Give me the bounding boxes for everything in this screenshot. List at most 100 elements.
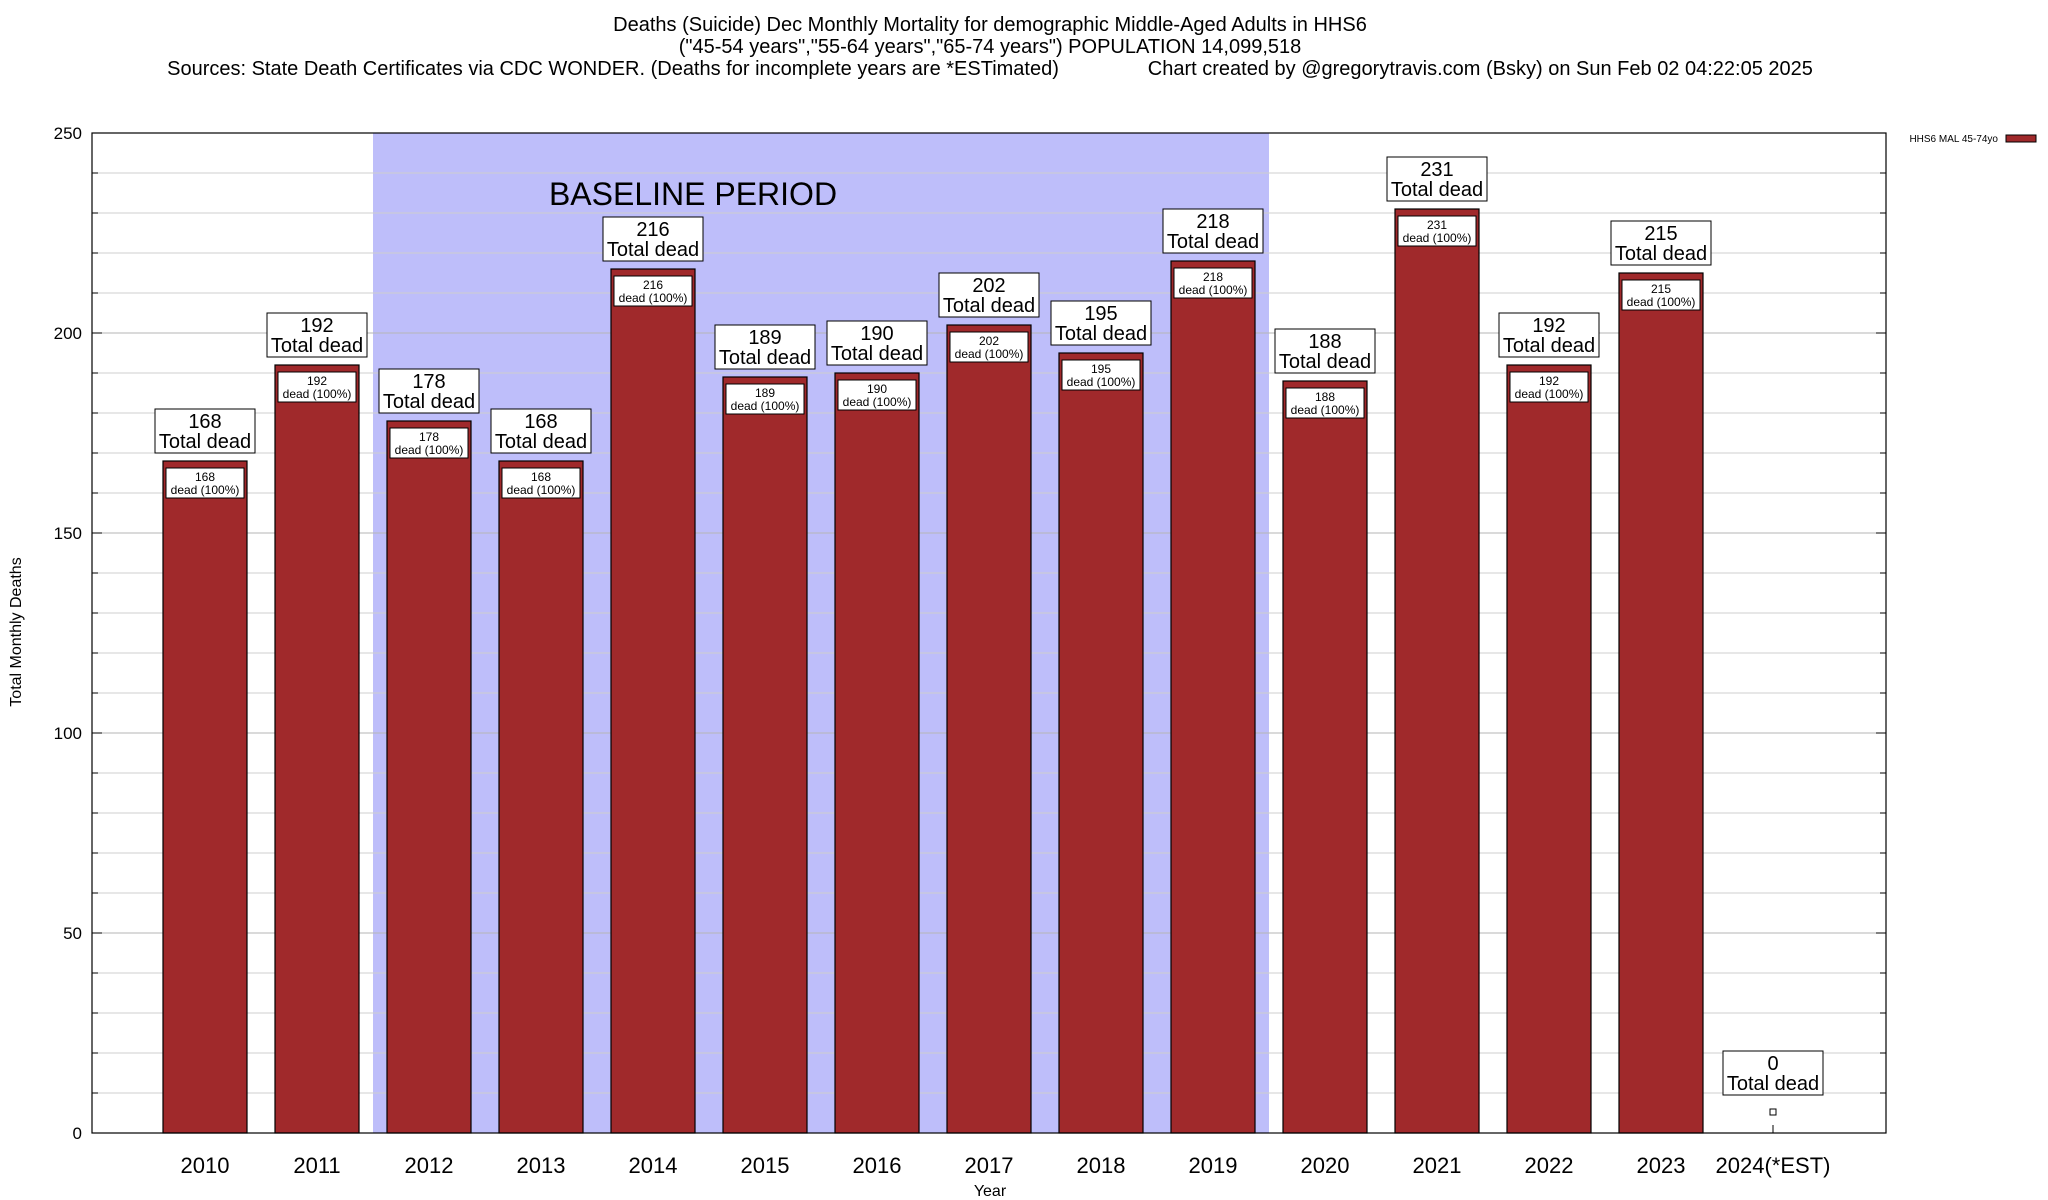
- bar: [1282, 380, 1368, 1134]
- bar: [386, 420, 472, 1134]
- bar-inner-percent-label: dead (100%): [619, 291, 688, 305]
- bar: [498, 460, 584, 1134]
- bar-total-label-box: [1722, 1050, 1824, 1096]
- bar-inner-label-box: [1509, 371, 1589, 403]
- bar-total-value-label: 231: [1420, 159, 1453, 181]
- bar-inner-value-label: 215: [1651, 282, 1671, 296]
- bar: [722, 376, 808, 1134]
- bar-inner-label-box: [165, 467, 245, 499]
- bar-zero-marker: [1769, 1108, 1777, 1116]
- bar: [1618, 272, 1704, 1134]
- bar-inner-value-label: 216: [643, 278, 663, 292]
- bar-inner-percent-label: dead (100%): [731, 399, 800, 413]
- bar-total-label-box: [1610, 220, 1712, 266]
- bar-total-caption: Total dead: [383, 391, 475, 413]
- bar-total-caption: Total dead: [1615, 243, 1707, 265]
- bar-inner-percent-label: dead (100%): [1515, 387, 1584, 401]
- bar-total-value-label: 188: [1308, 331, 1341, 353]
- bar-inner-value-label: 189: [755, 386, 775, 400]
- bar-inner-label-box: [725, 383, 805, 415]
- x-tick-label: 2019: [1189, 1153, 1238, 1178]
- x-tick-label: 2011: [293, 1153, 340, 1178]
- bar: [834, 372, 920, 1134]
- bar-total-value-label: 0: [1767, 1053, 1778, 1075]
- chart-title-block: Deaths (Suicide) Dec Monthly Mortality f…: [0, 14, 1980, 80]
- bar-inner-percent-label: dead (100%): [1403, 231, 1472, 245]
- bar-inner-value-label: 192: [1539, 374, 1559, 388]
- bar-inner-value-label: 202: [979, 334, 999, 348]
- bar-inner-label-box: [501, 467, 581, 499]
- bar-inner-percent-label: dead (100%): [283, 387, 352, 401]
- baseline-period-label: BASELINE PERIOD: [549, 176, 837, 212]
- bar-total-label-box: [1050, 300, 1152, 346]
- bar-total-value-label: 216: [636, 219, 669, 241]
- bar-total-value-label: 215: [1644, 223, 1677, 245]
- bar-total-label-box: [1162, 208, 1264, 254]
- bar-total-value-label: 189: [748, 327, 781, 349]
- bar-inner-value-label: 218: [1203, 270, 1223, 284]
- x-tick-label: 2023: [1637, 1153, 1686, 1178]
- bar-total-label-box: [154, 408, 256, 454]
- bar-total-caption: Total dead: [159, 431, 251, 453]
- y-tick-label: 250: [54, 124, 82, 143]
- x-tick-label: 2020: [1301, 1153, 1350, 1178]
- bar-inner-value-label: 188: [1315, 390, 1335, 404]
- bar: [946, 324, 1032, 1134]
- x-tick-label: 2014: [629, 1153, 678, 1178]
- bar-inner-percent-label: dead (100%): [843, 395, 912, 409]
- x-tick-label: 2013: [517, 1153, 566, 1178]
- bar: [1170, 260, 1256, 1134]
- bar-inner-label-box: [1061, 359, 1141, 391]
- x-tick-label: 2024(*EST): [1716, 1153, 1831, 1178]
- bar-total-value-label: 190: [860, 323, 893, 345]
- bar-inner-value-label: 195: [1091, 362, 1111, 376]
- bar-inner-value-label: 168: [531, 470, 551, 484]
- bar-total-value-label: 178: [412, 371, 445, 393]
- y-axis-label: Total Monthly Deaths: [8, 557, 25, 706]
- x-tick-label: 2018: [1077, 1153, 1126, 1178]
- bar-total-caption: Total dead: [271, 335, 363, 357]
- bar-total-value-label: 192: [1532, 315, 1565, 337]
- bar-inner-label-box: [1621, 279, 1701, 311]
- y-tick-label: 0: [73, 1124, 82, 1143]
- bar-total-value-label: 195: [1084, 303, 1117, 325]
- bar-inner-label-box: [1285, 387, 1365, 419]
- bar-inner-percent-label: dead (100%): [1627, 295, 1696, 309]
- bar-total-label-box: [490, 408, 592, 454]
- legend-swatch: [2005, 134, 2037, 143]
- x-tick-label: 2015: [741, 1153, 790, 1178]
- x-tick-label: 2021: [1413, 1153, 1462, 1178]
- bar-total-label-box: [938, 272, 1040, 318]
- bar-total-caption: Total dead: [1167, 231, 1259, 253]
- bar-inner-percent-label: dead (100%): [1291, 403, 1360, 417]
- x-axis-label: Year: [974, 1183, 1007, 1200]
- x-tick-label: 2016: [853, 1153, 902, 1178]
- bar-total-caption: Total dead: [943, 295, 1035, 317]
- bar-total-caption: Total dead: [1055, 323, 1147, 345]
- bar-total-caption: Total dead: [1727, 1073, 1819, 1095]
- bar-total-caption: Total dead: [1391, 179, 1483, 201]
- y-tick-label: 200: [54, 324, 82, 343]
- bar-inner-value-label: 178: [419, 430, 439, 444]
- bar-inner-label-box: [277, 371, 357, 403]
- bar-total-caption: Total dead: [719, 347, 811, 369]
- y-tick-label: 50: [63, 924, 82, 943]
- bar-total-caption: Total dead: [495, 431, 587, 453]
- bar-inner-value-label: 190: [867, 382, 887, 396]
- bar-total-label-box: [1498, 312, 1600, 358]
- bar-total-label-box: [602, 216, 704, 262]
- bar-total-label-box: [266, 312, 368, 358]
- x-tick-label: 2022: [1525, 1153, 1574, 1178]
- bar: [162, 460, 248, 1134]
- bar-total-caption: Total dead: [1279, 351, 1371, 373]
- bar-inner-label-box: [837, 379, 917, 411]
- bar-total-caption: Total dead: [1503, 335, 1595, 357]
- bar-inner-value-label: 168: [195, 470, 215, 484]
- bar-total-caption: Total dead: [831, 343, 923, 365]
- bar-inner-label-box: [613, 275, 693, 307]
- bar-inner-label-box: [949, 331, 1029, 363]
- bar-total-value-label: 192: [300, 315, 333, 337]
- bar-total-label-box: [714, 324, 816, 370]
- bar-inner-label-box: [1173, 267, 1253, 299]
